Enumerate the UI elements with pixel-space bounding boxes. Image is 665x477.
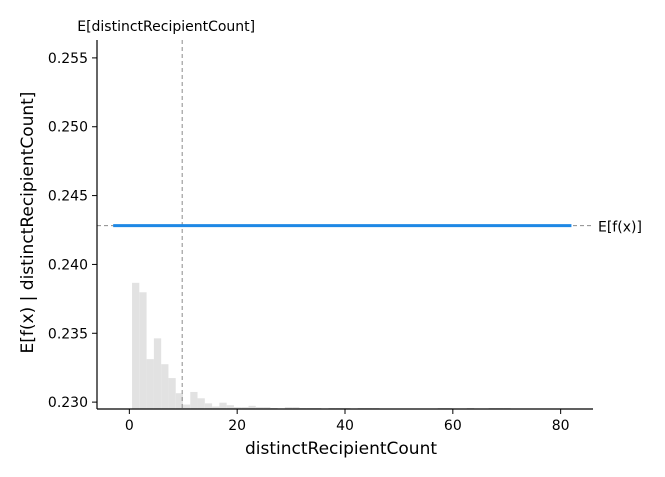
x-axis-label: distinctRecipientCount <box>245 439 437 459</box>
histogram-bar <box>219 402 227 409</box>
histogram-bar <box>190 391 198 409</box>
histogram-bar <box>292 407 300 409</box>
y-axis-ticks: 0.230 0.235 0.240 0.245 0.250 0.255 <box>48 51 97 411</box>
y-tick-label: 0.245 <box>48 189 88 205</box>
y-tick-label: 0.240 <box>48 257 88 273</box>
histogram-bar <box>161 364 169 409</box>
histogram-bar <box>132 282 140 409</box>
y-axis-label: E[f(x) | distinctRecipientCount] <box>18 92 38 354</box>
x-tick-label: 40 <box>336 418 354 434</box>
x-tick-label: 60 <box>444 418 462 434</box>
x-tick-label: 0 <box>125 418 134 434</box>
histogram-bar <box>146 359 154 409</box>
histogram-bar <box>182 404 191 409</box>
y-tick-label: 0.230 <box>48 395 88 411</box>
histogram-bar <box>153 338 162 409</box>
x-tick-label: 80 <box>552 418 570 434</box>
histogram-bar <box>248 405 256 409</box>
histogram-bar <box>284 407 293 409</box>
histogram-bar <box>168 378 176 409</box>
histogram-bar <box>139 292 147 409</box>
y-tick-label: 0.255 <box>48 51 88 67</box>
histogram-bar <box>255 407 264 409</box>
expected-value-label: E[f(x)] <box>598 220 642 236</box>
histogram-bar <box>197 398 205 409</box>
histogram-bar <box>212 406 220 409</box>
histogram-bar <box>233 407 242 409</box>
histogram-bar <box>204 403 213 409</box>
y-tick-label: 0.235 <box>48 326 88 342</box>
histogram-bar <box>226 405 234 409</box>
x-tick-label: 20 <box>228 418 246 434</box>
histogram <box>132 282 511 409</box>
y-tick-label: 0.250 <box>48 120 88 136</box>
histogram-bar <box>263 407 271 409</box>
histogram-bar <box>241 407 249 409</box>
x-axis-ticks: 0 20 40 60 80 <box>125 409 570 434</box>
feature-mean-label: E[distinctRecipientCount] <box>77 19 255 35</box>
histogram-bar <box>175 393 183 409</box>
